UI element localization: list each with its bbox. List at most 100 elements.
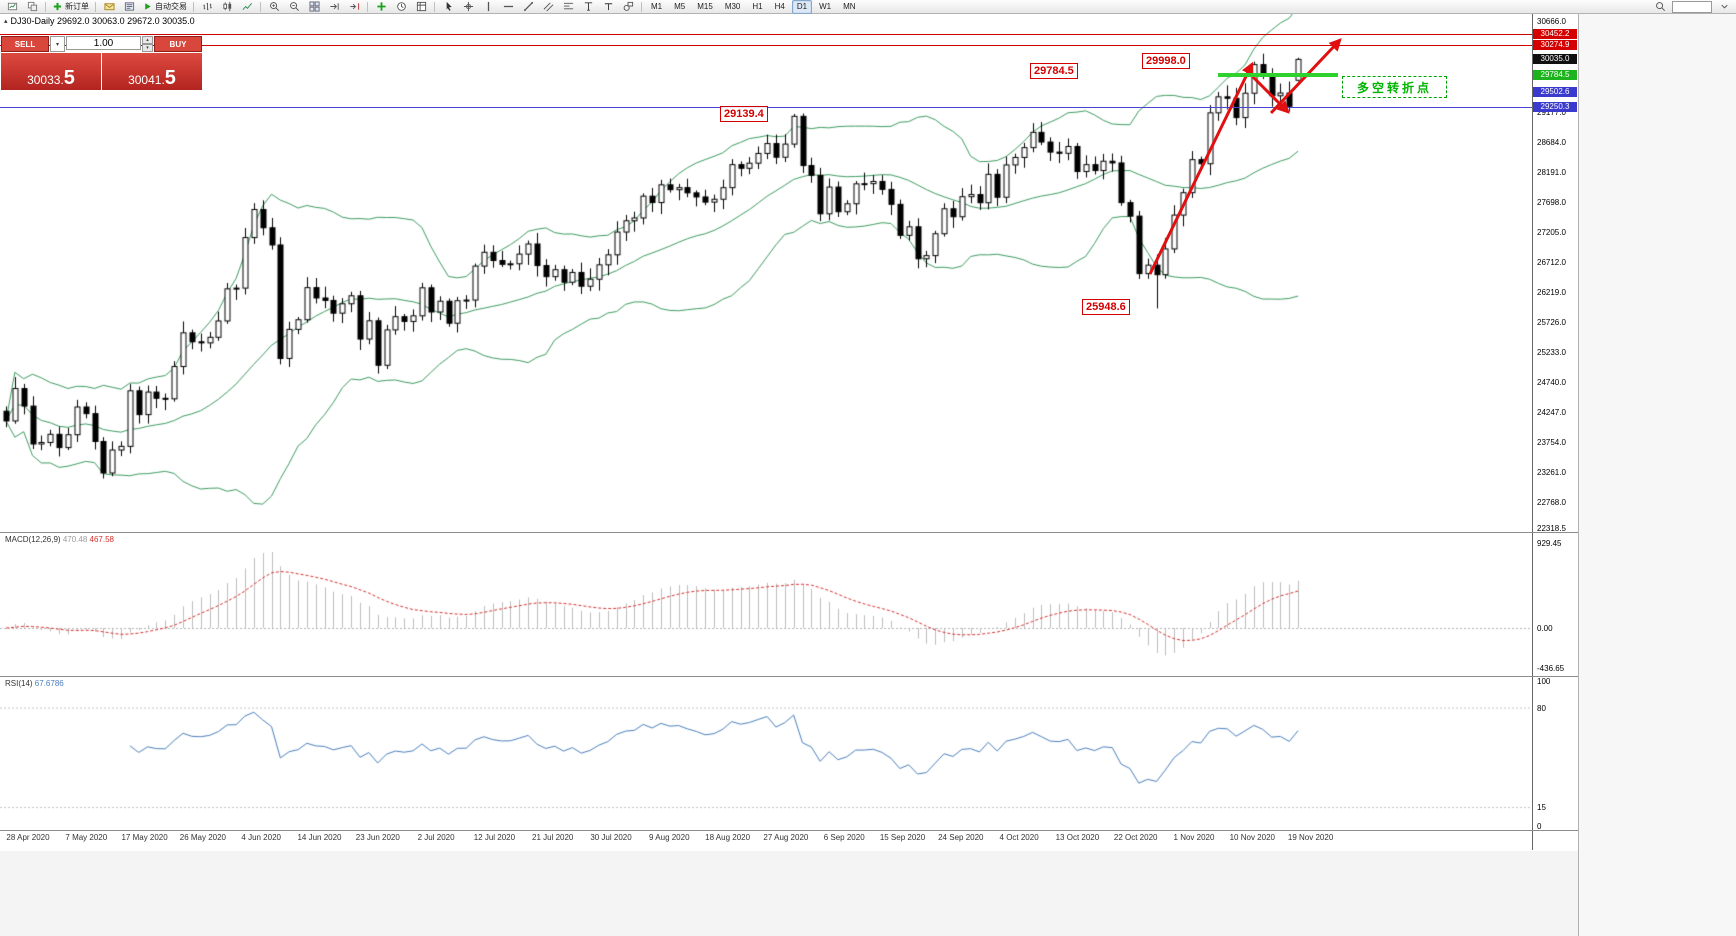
templates-button[interactable]: [411, 0, 431, 14]
chart-shift-button[interactable]: [344, 0, 364, 14]
date-axis-label: 28 Apr 2020: [6, 833, 50, 842]
date-axis-label: 12 Jul 2020: [473, 833, 516, 842]
timeframe-button-m5[interactable]: M5: [674, 2, 686, 11]
chevron-down-icon: [1719, 1, 1730, 12]
date-axis-label: 18 Aug 2020: [705, 833, 751, 842]
chevron-down-toolbar-button[interactable]: [1714, 0, 1734, 14]
toolbar-right: [1650, 0, 1734, 14]
line-chart-button[interactable]: [237, 0, 257, 14]
price-axis-tick: 26712.0: [1537, 257, 1566, 267]
sell-button[interactable]: SELL: [1, 36, 49, 52]
chart-profiles-button[interactable]: [22, 0, 42, 14]
toolbar-separator: [45, 1, 46, 12]
mail-button[interactable]: [99, 0, 119, 14]
timeframe-button-h1[interactable]: H1: [752, 2, 763, 11]
zoom-out-button[interactable]: [284, 0, 304, 14]
date-axis-label: 4 Oct 2020: [999, 833, 1039, 842]
crosshair-button[interactable]: [458, 0, 478, 14]
buy-button[interactable]: BUY: [154, 36, 202, 52]
macd-axis-tick: 929.45: [1537, 539, 1562, 548]
autotrade-button[interactable]: 自动交易: [139, 0, 190, 14]
price-axis-tick: 24247.0: [1537, 408, 1566, 418]
date-axis-label: 23 Jun 2020: [355, 833, 400, 842]
toolbar-separator: [193, 1, 194, 12]
new-chart-button[interactable]: [2, 0, 22, 14]
timeframe-button-mn[interactable]: MN: [843, 2, 856, 11]
volume-step-up-icon[interactable]: ▴: [142, 36, 153, 44]
right-empty-panel: [1578, 14, 1736, 936]
date-axis-label: 19 Nov 2020: [1287, 833, 1334, 842]
date-axis-divider: [0, 830, 1578, 831]
annotations-overlay: [1148, 38, 1342, 275]
rsi-axis-tick: 15: [1537, 803, 1546, 813]
toolbar-separator: [367, 1, 368, 12]
candles-chart-button[interactable]: [217, 0, 237, 14]
macd-axis-tick: 0.00: [1537, 624, 1553, 633]
sell-price-main: 30033.: [27, 73, 64, 87]
date-axis-label: 21 Jul 2020: [532, 833, 574, 842]
label-button[interactable]: [598, 0, 618, 14]
horizontal-line[interactable]: [0, 34, 1532, 35]
trend-arrow[interactable]: [1245, 69, 1290, 114]
price-axis-tick: 23261.0: [1537, 468, 1566, 478]
price-annotation-label[interactable]: 29139.4: [720, 106, 768, 122]
toolbar-separator: [641, 1, 642, 12]
timeframe-button-m1[interactable]: M1: [651, 2, 663, 11]
search-icon: [1655, 1, 1666, 12]
timeframe-button-m30[interactable]: M30: [724, 2, 741, 11]
date-axis-label: 17 May 2020: [121, 833, 168, 842]
channel-button[interactable]: [538, 0, 558, 14]
trendline-button[interactable]: [518, 0, 538, 14]
price-axis-tick: 22318.5: [1537, 524, 1566, 533]
macd-panel-canvas[interactable]: [0, 533, 1532, 676]
horizontal-line[interactable]: [0, 45, 1532, 46]
autoscroll-button[interactable]: [324, 0, 344, 14]
volume-dropdown-button[interactable]: ▾: [50, 36, 65, 52]
rsi-panel-canvas[interactable]: [0, 677, 1532, 830]
price-line-badge: 30274.9: [1533, 39, 1577, 50]
text-button[interactable]: [578, 0, 598, 14]
indicators-button[interactable]: [371, 0, 391, 14]
timeframe-button-m15[interactable]: M15: [697, 2, 713, 11]
search-toolbar-button[interactable]: [1650, 0, 1670, 14]
zoom-in-button[interactable]: [264, 0, 284, 14]
volume-stepper[interactable]: ▴ ▾: [142, 36, 153, 52]
sell-price-button[interactable]: 30033. 5: [1, 53, 101, 90]
terminal-button[interactable]: [119, 0, 139, 14]
price-annotation-label[interactable]: 29998.0: [1142, 53, 1190, 69]
shapes-button[interactable]: [618, 0, 638, 14]
timeframe-button-w1[interactable]: W1: [819, 2, 832, 11]
price-annotation-label[interactable]: 25948.6: [1082, 299, 1130, 315]
vline-icon: [483, 1, 494, 12]
volume-step-down-icon[interactable]: ▾: [142, 44, 153, 52]
tile-windows-button[interactable]: [304, 0, 324, 14]
fibo-button[interactable]: [558, 0, 578, 14]
timeframe-button-d1[interactable]: D1: [791, 0, 813, 14]
turning-point-label[interactable]: 多空转折点: [1342, 76, 1447, 98]
trendline-icon: [523, 1, 534, 12]
date-axis-label: 10 Nov 2020: [1229, 833, 1275, 842]
vline-button[interactable]: [478, 0, 498, 14]
toolbar-buttons: 新订单 自动交易 M1 M5 M15 M30 H1 H4 D1 W1 MN: [2, 0, 862, 14]
rsi-panel-divider[interactable]: [0, 676, 1578, 677]
toolbar-search-input[interactable]: [1672, 0, 1712, 13]
timeframe-button-h4[interactable]: H4: [774, 2, 785, 11]
rsi-axis-tick: 0: [1537, 822, 1542, 831]
hline-button[interactable]: [498, 0, 518, 14]
macd-name: MACD(12,26,9): [5, 535, 61, 544]
volume-input[interactable]: [66, 36, 141, 50]
one-click-toggle-icon[interactable]: ▴: [4, 18, 8, 25]
price-axis-tick: 28191.0: [1537, 167, 1566, 177]
shapes-icon: [623, 1, 634, 12]
cursor-button[interactable]: [438, 0, 458, 14]
chart-window[interactable]: 29139.4 29784.5 29998.0 25948.6 多空转折点 ▴ DJ30…: [0, 14, 1578, 936]
new-order-button[interactable]: 新订单: [49, 0, 92, 14]
price-axis-tick: 26219.0: [1537, 287, 1566, 297]
buy-price-button[interactable]: 30041. 5: [102, 53, 202, 90]
macd-panel-divider[interactable]: [0, 532, 1578, 533]
bars-chart-button[interactable]: [197, 0, 217, 14]
trend-arrow[interactable]: [1148, 61, 1254, 275]
period-button[interactable]: [391, 0, 411, 14]
price-annotation-label[interactable]: 29784.5: [1030, 63, 1078, 79]
rsi-axis-tick: 100: [1537, 677, 1551, 686]
